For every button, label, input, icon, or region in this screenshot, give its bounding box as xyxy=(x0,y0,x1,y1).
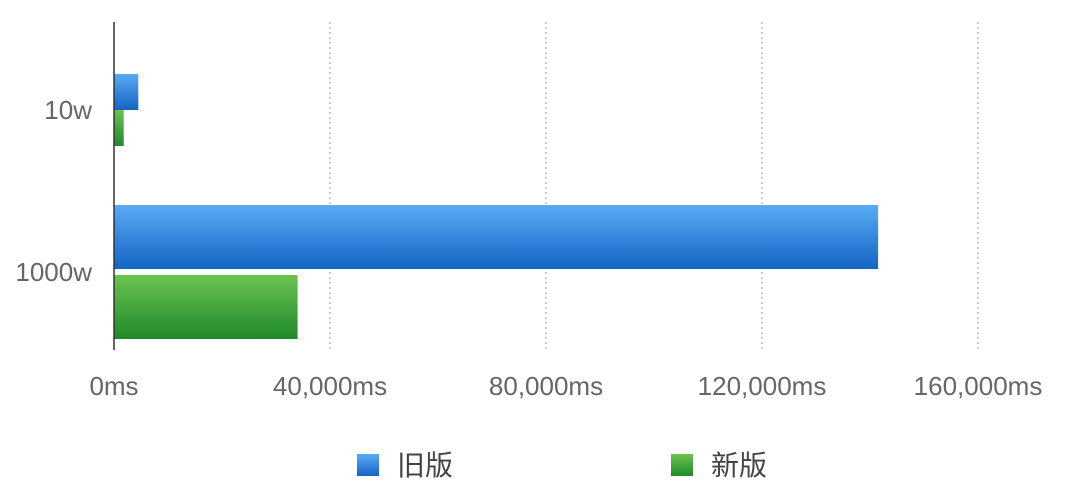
bars xyxy=(114,74,879,339)
x-tick-label-1: 40,000ms xyxy=(273,371,387,401)
bar-10w-series-1 xyxy=(114,110,124,146)
x-tick-label-3: 120,000ms xyxy=(698,371,827,401)
x-tick-label-2: 80,000ms xyxy=(489,371,603,401)
category-label-0: 10w xyxy=(44,95,92,125)
legend-label-1: 新版 xyxy=(711,449,767,482)
legend-swatch-1 xyxy=(671,454,693,476)
legend-swatch-0 xyxy=(357,454,379,476)
category-label-1: 1000w xyxy=(15,257,92,287)
x-tick-label-0: 0ms xyxy=(89,371,138,401)
grid-lines xyxy=(329,22,979,350)
bar-1000w-series-1 xyxy=(114,275,298,339)
legend-label-0: 旧版 xyxy=(397,449,453,482)
bar-10w-series-0 xyxy=(114,74,139,110)
bar-1000w-series-0 xyxy=(114,205,879,269)
legend: 旧版 新版 xyxy=(357,449,767,482)
axis-labels: 10w 1000w 0ms 40,000ms 80,000ms 120,000ms 160,… xyxy=(15,95,1042,401)
x-tick-label-4: 160,000ms xyxy=(914,371,1043,401)
